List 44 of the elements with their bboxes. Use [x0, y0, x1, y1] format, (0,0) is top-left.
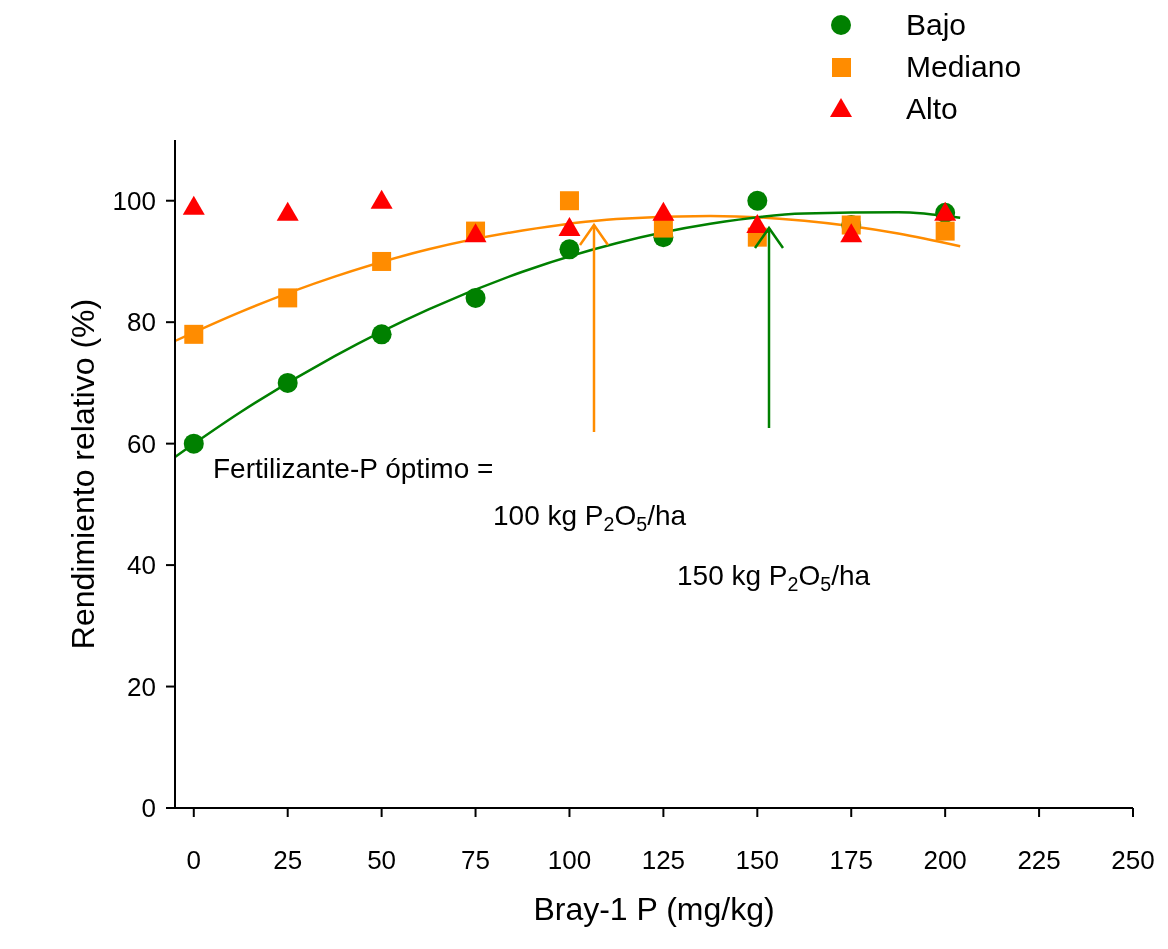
point: [559, 191, 579, 211]
line-series: [175, 214, 962, 343]
annotation: 150 kg P$_{2}$O$_{5}$/ha: [677, 560, 871, 595]
point: [372, 251, 392, 271]
point: [465, 287, 486, 308]
point: [840, 223, 863, 243]
point: [559, 239, 580, 260]
x-tick-label: 50: [367, 845, 397, 876]
y-tick-label: 60: [127, 428, 156, 459]
legend-label: Bajo: [906, 8, 967, 42]
point: [277, 372, 298, 393]
x-tick-label: 0: [186, 845, 202, 876]
y-tick-label: 80: [127, 307, 156, 338]
y-tick-label: 40: [127, 550, 156, 581]
y-tick-label: 20: [127, 671, 156, 702]
annotation: 100 kg P$_{2}$O$_{5}$/ha: [493, 500, 687, 535]
x-tick-label: 150: [735, 845, 780, 876]
point: [935, 221, 955, 241]
x-tick-label: 250: [1111, 845, 1155, 876]
x-axis-title: Bray-1 P (mg/kg): [533, 891, 775, 927]
x-tick-label: 175: [829, 845, 873, 876]
legend-label: Alto: [906, 92, 958, 126]
point: [276, 201, 299, 221]
point: [558, 217, 581, 237]
point: [652, 201, 675, 221]
y-axis-title: Rendimiento relativo (%): [65, 298, 102, 650]
legend-label: Mediano: [906, 50, 1022, 84]
point: [370, 189, 393, 209]
point: [182, 195, 205, 215]
point: [183, 433, 204, 454]
y-tick-label: 100: [112, 185, 156, 216]
annotation: Fertilizante-P óptimo =: [213, 453, 494, 485]
point: [746, 214, 769, 234]
x-tick-label: 225: [1017, 845, 1061, 876]
point: [371, 324, 392, 345]
point: [184, 324, 204, 344]
x-tick-label: 75: [461, 845, 491, 876]
point: [278, 288, 298, 308]
x-tick-label: 200: [923, 845, 967, 876]
x-tick-label: 25: [273, 845, 303, 876]
point: [747, 190, 768, 211]
y-tick-label: 0: [141, 793, 156, 824]
x-tick-label: 125: [641, 845, 686, 876]
x-tick-label: 100: [547, 845, 592, 876]
